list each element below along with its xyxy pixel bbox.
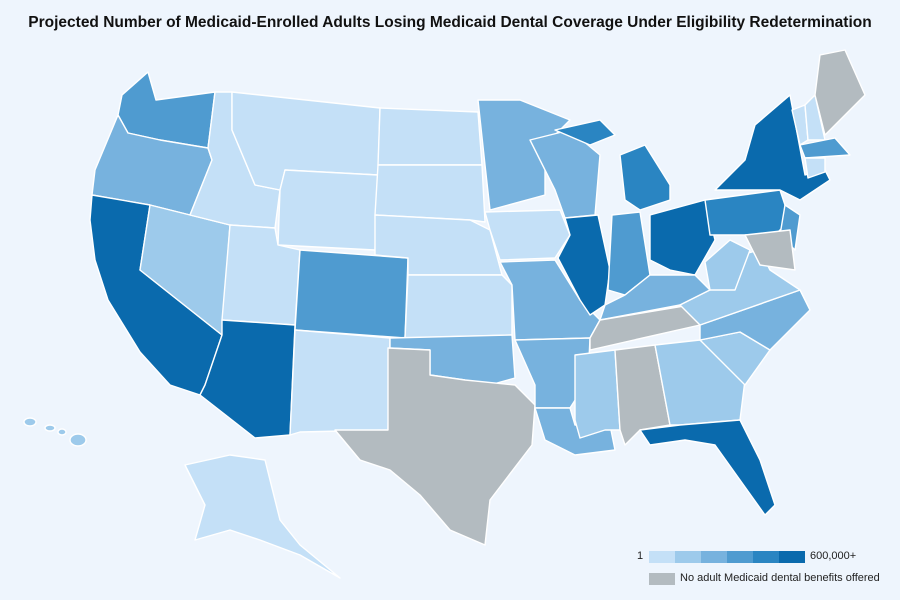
state-LA bbox=[534, 407, 616, 456]
state-SD bbox=[374, 164, 486, 223]
state-TX bbox=[334, 347, 536, 546]
map-title: Projected Number of Medicaid-Enrolled Ad… bbox=[28, 14, 872, 31]
state-HI bbox=[23, 417, 37, 427]
legend-swatch-6 bbox=[779, 551, 805, 563]
state-IL bbox=[557, 214, 611, 316]
state-HI bbox=[57, 428, 67, 436]
state-MI bbox=[554, 119, 616, 146]
state-MA bbox=[799, 137, 851, 159]
state-MD bbox=[744, 229, 796, 271]
state-IA bbox=[484, 209, 571, 261]
legend-swatch-3 bbox=[701, 551, 727, 563]
state-WY bbox=[277, 169, 379, 251]
state-WV bbox=[704, 239, 751, 291]
state-AK bbox=[184, 454, 341, 579]
legend-swatch-no-benefits bbox=[649, 573, 675, 585]
legend-no-benefits-label: No adult Medicaid dental benefits offere… bbox=[680, 572, 880, 584]
legend-swatch-5 bbox=[753, 551, 779, 563]
state-CT bbox=[804, 157, 826, 179]
state-HI bbox=[44, 424, 56, 432]
state-HI bbox=[69, 433, 87, 447]
state-MS bbox=[574, 349, 621, 439]
legend-swatch-2 bbox=[675, 551, 701, 563]
state-CO bbox=[294, 249, 409, 339]
legend-swatch-4 bbox=[727, 551, 753, 563]
state-PA bbox=[704, 189, 791, 236]
state-FL bbox=[639, 419, 776, 516]
state-NM bbox=[289, 329, 391, 436]
state-KS bbox=[404, 274, 513, 339]
legend-swatch-1 bbox=[649, 551, 675, 563]
state-ME bbox=[814, 49, 866, 136]
legend-max-label: 600,000+ bbox=[810, 550, 857, 562]
legend-min-label: 1 bbox=[637, 550, 644, 562]
state-MI bbox=[619, 144, 671, 211]
state-ND bbox=[377, 107, 483, 166]
